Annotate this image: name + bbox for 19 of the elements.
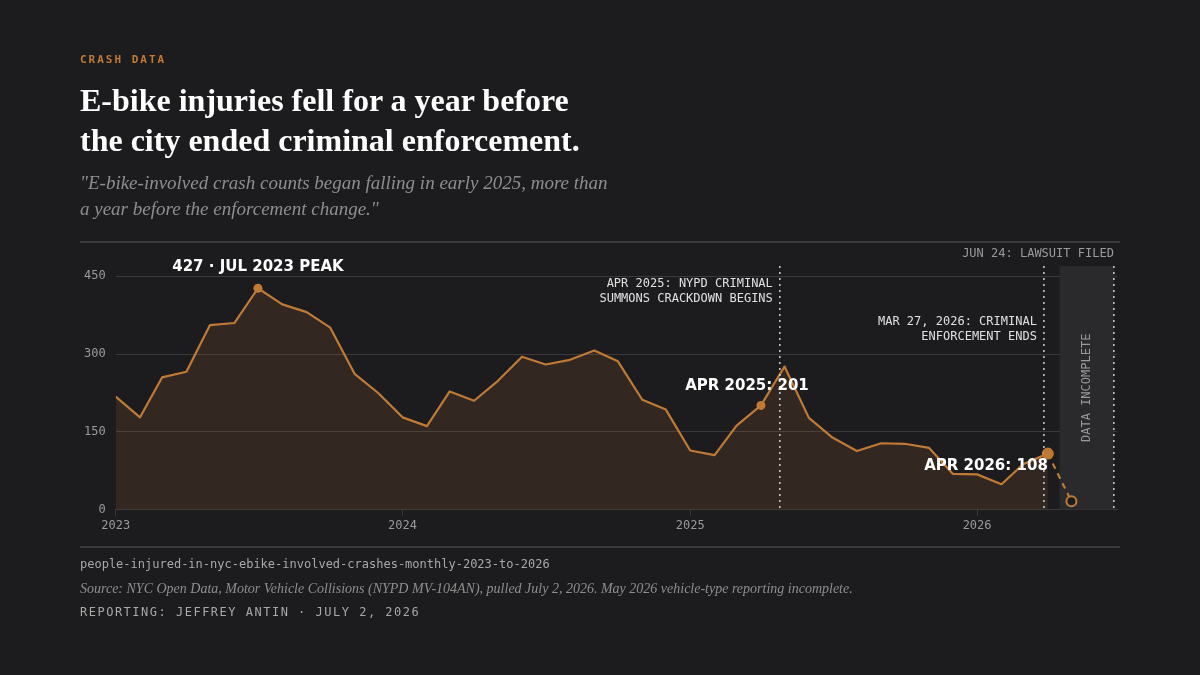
- y-tick-label: 450: [83, 268, 106, 283]
- y-tick-label: 300: [83, 346, 106, 361]
- text: people-injured-in-nyc-ebike-involved-crashes-monthly-2023-to-2026: [80, 557, 550, 571]
- source-note: Source: NYC Open Data, Motor Vehicle Collisions (NYPD MV-104AN), pulled July 2, 2026. May 2026 vehicle-type reporting incomplete.: [80, 581, 853, 597]
- y-tick-label: 150: [83, 423, 106, 438]
- x-tick-label: 2023: [101, 517, 131, 532]
- x-tick-label: 2026: [962, 517, 992, 532]
- ref-line-label: JUN 24: LAWSUIT FILED: [962, 246, 1114, 261]
- annotation: 427 · JUL 2023 PEAK: [172, 256, 346, 275]
- ref-line-label: MAR 27, 2026: CRIMINAL ENFORCEMENT ENDS: [877, 314, 1037, 344]
- x-tick-label: 2024: [388, 517, 418, 532]
- text: REPORTING: JEFFREY ANTIN · JULY 2, 2026: [80, 605, 421, 619]
- text: CRASH DATA: [80, 53, 167, 66]
- x-tick-label: 2025: [675, 517, 705, 532]
- y-tick-label: 0: [98, 501, 106, 516]
- ref-line-label: APR 2025: NYPD CRIMINAL SUMMONS CRACKDOWN BEGINS: [599, 276, 773, 306]
- band-label: DATA INCOMPLETE: [1078, 333, 1093, 442]
- chart-title: E-bike injuries fell for a year before the city ended criminal enforcement.: [80, 81, 580, 160]
- chart-subtitle: "E-bike-involved crash counts began falling in early 2025, more than a year before the enforcement change.": [80, 171, 608, 221]
